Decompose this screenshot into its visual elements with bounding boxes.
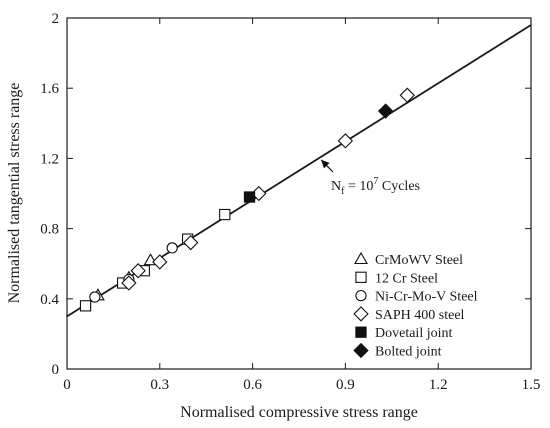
data-point <box>219 208 231 221</box>
annotation-arrowhead <box>321 159 330 169</box>
plot-frame <box>66 17 532 370</box>
y-tick-label: 1.2 <box>40 151 59 167</box>
y-tick-label: 0 <box>52 362 60 378</box>
data-point <box>183 234 199 251</box>
x-tick-label: 1.2 <box>429 377 448 393</box>
data-point <box>121 275 137 291</box>
legend-marker <box>353 342 369 359</box>
data-point <box>377 103 394 119</box>
cycles-annotation: Nf = 107 Cycles <box>331 176 420 197</box>
legend-marker <box>354 251 368 265</box>
legend-label: SAPH 400 steel <box>375 308 465 323</box>
legend-marker <box>355 326 367 338</box>
legend-label: Bolted joint <box>375 345 442 360</box>
legend-marker <box>355 289 367 302</box>
legend-label: 12 Cr Steel <box>375 271 438 286</box>
x-axis-label: Normalised compressive stress range <box>180 404 418 421</box>
y-tick-label: 0.4 <box>40 292 59 308</box>
x-tick-label: 0.6 <box>243 377 262 393</box>
x-tick-label: 0.9 <box>336 377 355 393</box>
data-point <box>243 191 256 203</box>
legend-label: CrMoWV Steel <box>375 253 463 268</box>
legend-marker <box>353 306 369 322</box>
data-point <box>337 133 354 149</box>
y-tick-label: 2 <box>52 11 60 27</box>
legend-marker <box>355 271 367 283</box>
data-point <box>152 254 168 270</box>
legend-label: Ni-Cr-Mo-V Steel <box>375 290 478 305</box>
x-tick-label: 1.5 <box>522 377 541 393</box>
data-point <box>166 242 178 254</box>
y-axis-label: Normalised tangential stress range <box>6 83 23 304</box>
data-point <box>79 300 92 312</box>
x-tick-label: 0.3 <box>150 377 169 393</box>
data-point <box>251 185 267 202</box>
data-point <box>130 263 146 279</box>
data-point <box>89 291 101 303</box>
y-tick-label: 0.8 <box>40 222 59 238</box>
data-point <box>399 87 415 103</box>
legend-label: Dovetail joint <box>375 326 452 341</box>
y-tick-label: 1.6 <box>40 81 59 97</box>
x-tick-label: 0 <box>63 377 71 393</box>
